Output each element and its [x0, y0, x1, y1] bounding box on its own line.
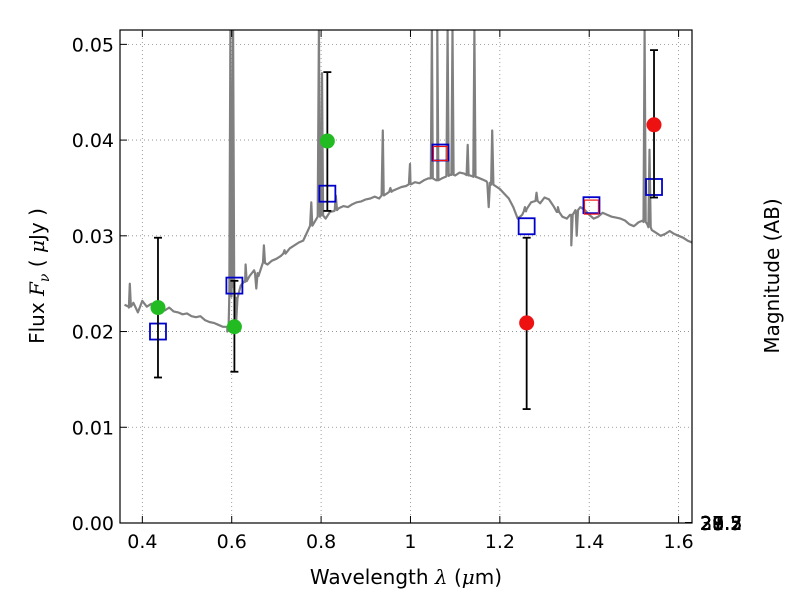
y-tick-label: 0.04	[72, 130, 114, 152]
x-tick-label: 0.8	[306, 531, 336, 553]
y2-tick-label: 30	[700, 513, 724, 535]
x-tick-label: 1.2	[485, 531, 515, 553]
spectrum-line	[124, 30, 692, 333]
green-data-point	[319, 133, 335, 149]
y2-tick-label: 28	[700, 513, 724, 535]
red-data-point	[646, 117, 662, 133]
plot-frame	[119, 29, 693, 524]
x-tick-label: 0.6	[217, 531, 247, 553]
y2-tick-label: 29.5	[700, 513, 742, 535]
y2-tick-label: 28.5	[700, 513, 742, 535]
y2-tick-label: 29	[700, 513, 724, 535]
y2-tick-label: 27.2	[700, 513, 742, 535]
y2-tick-label: 27.3	[700, 513, 742, 535]
x-tick-label: 1	[404, 531, 416, 553]
y-tick-label: 0.00	[72, 513, 114, 535]
green-data-point	[226, 319, 242, 335]
y-tick-label: 0.05	[72, 34, 114, 56]
x-tick-label: 0.4	[127, 531, 157, 553]
y-axis-label: Flux Fν ( μJy )	[25, 208, 53, 344]
y-tick-label: 0.03	[72, 226, 114, 248]
model-square	[517, 217, 536, 236]
y2-tick-label: 27.7	[700, 513, 742, 535]
y2-axis-label: Magnitude (AB)	[760, 198, 784, 353]
model-square	[582, 196, 601, 215]
y2-tick-label: 28.2	[700, 513, 742, 535]
model-square-red	[583, 199, 600, 215]
grid	[120, 30, 692, 524]
y-tick-label: 0.01	[72, 417, 114, 439]
green-data-point	[150, 300, 166, 316]
y-axis-ticks: 0.00 0.01 0.02 0.03 0.04 0.05	[72, 34, 127, 535]
model-spectrum	[124, 30, 692, 333]
y-tick-label: 0.02	[72, 322, 114, 344]
photometry-markers	[149, 49, 663, 410]
y2-tick-label: 31	[700, 513, 724, 535]
y2-tick-label: 27.5	[700, 513, 742, 535]
x-tick-label: 1.6	[663, 531, 693, 553]
x-tick-label: 1.4	[574, 531, 604, 553]
red-data-point	[519, 315, 535, 331]
model-square-red	[432, 145, 449, 162]
x-axis-label: Wavelength λ (μm)	[310, 565, 502, 589]
x-axis-ticks: 0.4 0.6 0.8 1 1.2 1.4 1.6	[127, 30, 694, 553]
